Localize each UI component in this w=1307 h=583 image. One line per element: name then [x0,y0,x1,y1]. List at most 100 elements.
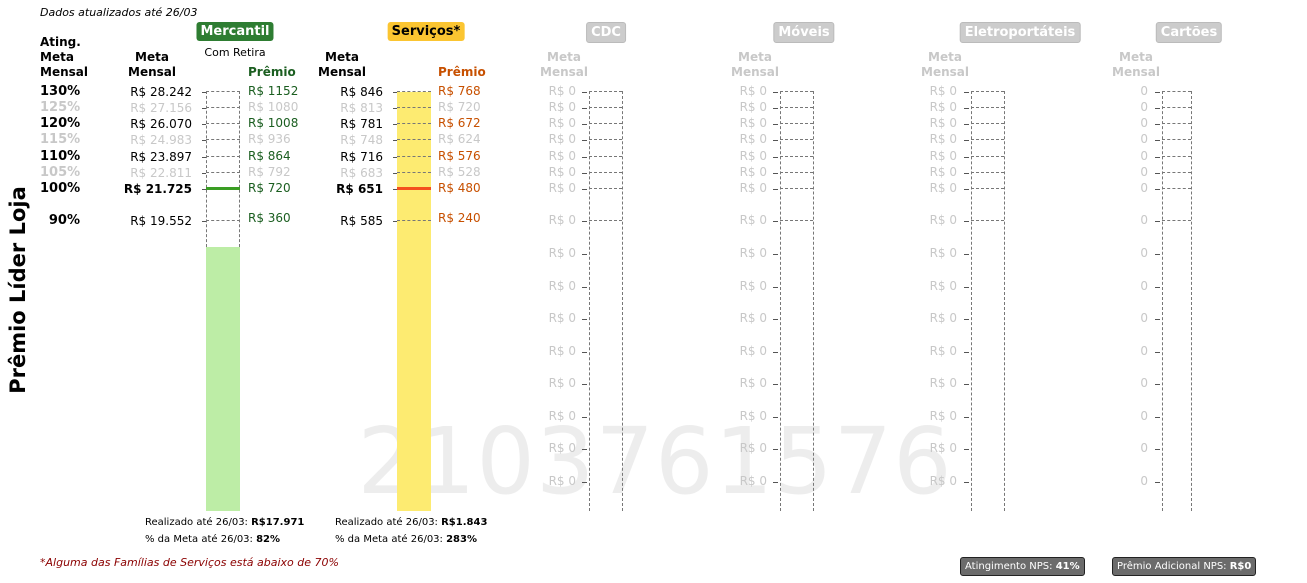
ating-header-line: Ating. [40,35,81,49]
box-outline-right [1004,91,1005,511]
axis-tick-label: R$ 0 [548,132,576,146]
premio-value: R$ 720 [438,100,481,114]
axis-tick [582,108,587,109]
axis-tick [1155,124,1160,125]
level-dash-line [589,91,622,92]
level-label: 90% [48,213,80,228]
level-dash-line [206,123,240,124]
level-dash-line [206,172,240,173]
axis-tick [773,221,778,222]
level-dash-line [397,123,431,124]
axis-tick-label: R$ 0 [739,116,767,130]
axis-tick [393,124,397,125]
meta-value: R$ 781 [340,117,383,131]
meta-mensal-header: Meta Mensal [1112,50,1160,80]
level-dash-line [589,172,622,173]
level-dash-line [780,188,813,189]
percent-meta-label: % da Meta até 26/03: [335,534,447,545]
premio-value: R$ 936 [248,132,291,146]
meta-value: R$ 716 [340,150,383,164]
axis-tick [582,417,587,418]
percent-meta-label: % da Meta até 26/03: [145,534,257,545]
meta-mensal-header: Meta Mensal [921,50,969,80]
axis-tick [582,157,587,158]
axis-tick [1155,254,1160,255]
level-label: 105% [40,165,81,180]
level-dash-line [206,156,240,157]
axis-tick-label: R$ 0 [739,344,767,358]
axis-tick-label: R$ 0 [929,116,957,130]
axis-tick-label: R$ 0 [548,311,576,325]
bar-outline-left [206,91,207,247]
level-dash-line [589,107,622,108]
axis-tick-label: R$ 0 [929,441,957,455]
axis-tick [202,108,206,109]
axis-tick-label: R$ 0 [548,441,576,455]
premio-value: R$ 360 [248,211,291,225]
premio-value: R$ 792 [248,165,291,179]
axis-tick [964,173,969,174]
axis-tick [393,108,397,109]
target-line [206,187,240,190]
axis-tick-label: 0 [1140,116,1148,130]
axis-tick [1155,417,1160,418]
axis-tick [582,287,587,288]
axis-tick [202,157,206,158]
level-dash-line [206,91,240,92]
category-badge: Eletroportáteis [959,22,1081,43]
updated-date-text: Dados atualizados até 26/03 [40,6,198,19]
axis-tick [582,140,587,141]
axis-tick [202,140,206,141]
meta-value: R$ 651 [336,182,383,196]
level-label: 100% [40,181,81,196]
axis-tick [964,287,969,288]
box-outline-left [589,91,590,511]
axis-tick-label: R$ 0 [929,344,957,358]
meta-mensal-header: Meta Mensal [318,50,366,80]
axis-tick [1155,173,1160,174]
axis-tick-label: 0 [1140,344,1148,358]
meta-header-line: Meta [738,50,772,64]
axis-tick-label: R$ 0 [929,132,957,146]
axis-tick [773,319,778,320]
axis-tick-label: R$ 0 [548,165,576,179]
axis-tick-label: R$ 0 [739,311,767,325]
axis-tick [964,449,969,450]
axis-tick [393,140,397,141]
meta-mensal-header: Meta Mensal [540,50,588,80]
axis-tick [202,92,206,93]
axis-tick-label: R$ 0 [548,474,576,488]
meta-mensal-header: Meta Mensal [128,50,176,80]
category-badge: Serviços* [387,22,465,41]
axis-tick-label: R$ 0 [739,181,767,195]
watermark: 2103761576 [357,408,953,515]
premio-value: R$ 624 [438,132,481,146]
axis-tick-label: 0 [1140,181,1148,195]
axis-tick [1155,482,1160,483]
axis-tick-label: R$ 0 [929,84,957,98]
premio-value: R$ 864 [248,149,291,163]
axis-tick-label: 0 [1140,311,1148,325]
level-dash-line [971,139,1004,140]
meta-header-line: Mensal [128,65,176,79]
meta-value: R$ 24.983 [130,133,192,147]
meta-value: R$ 748 [340,133,383,147]
axis-tick [964,189,969,190]
axis-tick [1155,108,1160,109]
axis-tick [393,221,397,222]
meta-header-line: Mensal [921,65,969,79]
axis-tick [773,124,778,125]
level-dash-line [780,172,813,173]
axis-tick-label: R$ 0 [929,279,957,293]
level-dash-line [1162,139,1191,140]
achievement-bar [206,246,240,511]
level-dash-line [780,156,813,157]
meta-value: R$ 23.897 [130,150,192,164]
axis-tick-label: R$ 0 [739,409,767,423]
axis-tick [582,352,587,353]
meta-value: R$ 813 [340,101,383,115]
axis-tick-label: R$ 0 [548,409,576,423]
axis-tick-label: R$ 0 [548,100,576,114]
level-dash-line [780,123,813,124]
premio-value: R$ 768 [438,84,481,98]
